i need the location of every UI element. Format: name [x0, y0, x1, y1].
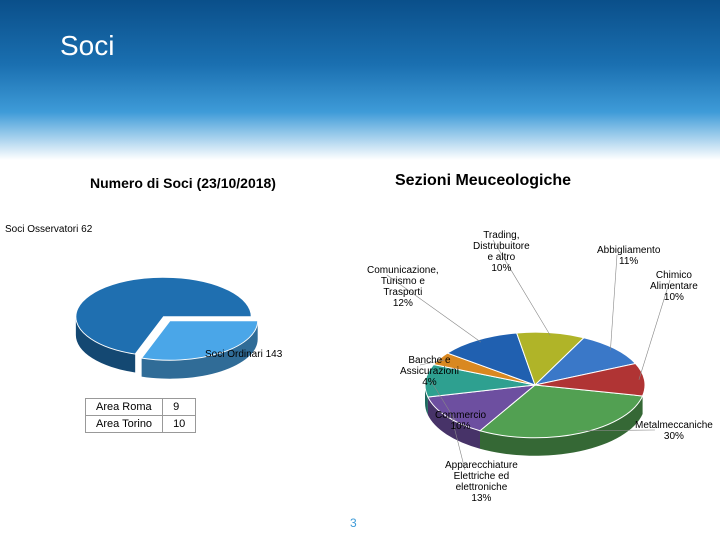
area-table: Area Roma 9 Area Torino 10	[85, 398, 196, 433]
left-label-osservatori: Soci Osservatori 62	[5, 224, 92, 235]
pie-slice-label: Abbigliamento11%	[597, 245, 660, 267]
header-band	[0, 0, 720, 160]
pie-slice-label: Banche eAssicurazioni4%	[400, 355, 459, 388]
table-row: Area Roma 9	[86, 399, 196, 416]
table-cell: Area Roma	[86, 399, 163, 416]
table-row: Area Torino 10	[86, 416, 196, 433]
pie-slice-label: Comunicazione,Turismo eTrasporti12%	[367, 265, 439, 309]
left-title: Numero di Soci (23/10/2018)	[90, 175, 276, 191]
page-number: 3	[350, 516, 357, 530]
pie-slice-label: ApparecchiatureElettriche edelettroniche…	[445, 460, 518, 504]
table-cell: 9	[163, 399, 196, 416]
table-cell: Area Torino	[86, 416, 163, 433]
pie-slice-label: Metalmeccaniche30%	[635, 420, 713, 442]
pie-slice-label: Trading,Distrubuitoree altro10%	[473, 230, 530, 274]
pie-slice-label: Commercio10%	[435, 410, 486, 432]
table-cell: 10	[163, 416, 196, 433]
page-title: Soci	[60, 30, 114, 62]
right-title: Sezioni Meuceologiche	[395, 172, 571, 190]
right-pie-chart-container: Metalmeccaniche30% ApparecchiatureElettri…	[305, 215, 715, 535]
left-label-ordinari: Soci Ordinari 143	[205, 349, 282, 360]
pie-slice-label: ChimicoAlimentare10%	[650, 270, 698, 303]
